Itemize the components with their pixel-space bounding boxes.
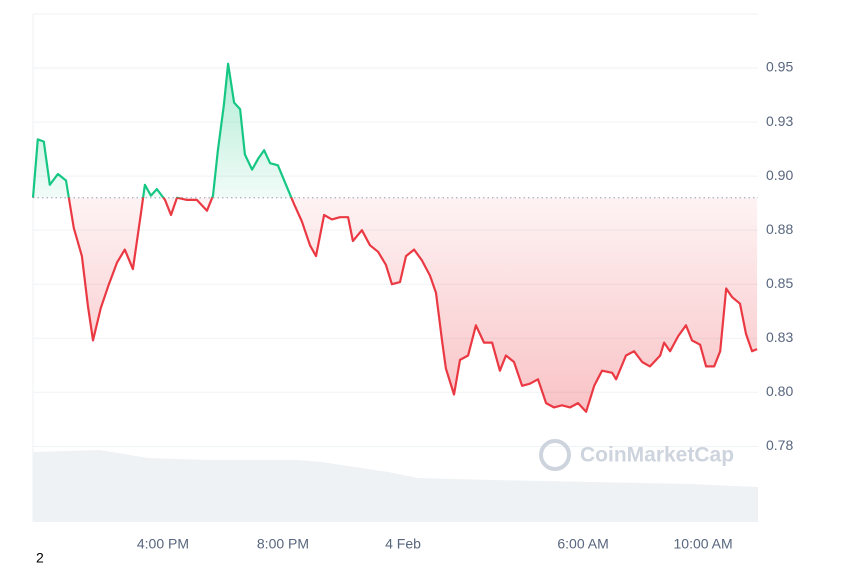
volume-area (33, 450, 758, 522)
watermark: CoinMarketCap (539, 439, 734, 471)
watermark-text: CoinMarketCap (580, 444, 734, 467)
change-area (33, 63, 758, 412)
footer-text: 2 (36, 550, 44, 566)
y-tick-label: 0.83 (766, 329, 793, 345)
y-tick-label: 0.95 (766, 59, 793, 75)
x-tick-label: 8:00 PM (257, 536, 309, 552)
y-tick-label: 0.85 (766, 275, 793, 291)
watermark-logo (539, 439, 571, 471)
x-tick-label: 4 Feb (385, 536, 421, 552)
y-tick-label: 0.80 (766, 383, 793, 399)
x-tick-label: 10:00 AM (674, 536, 733, 552)
x-tick-label: 4:00 PM (137, 536, 189, 552)
price-line (31, 62, 758, 413)
y-tick-label: 0.90 (766, 167, 793, 183)
y-tick-label: 0.88 (766, 221, 793, 237)
x-tick-label: 6:00 AM (557, 536, 608, 552)
y-tick-label: 0.78 (766, 437, 793, 453)
y-tick-label: 0.93 (766, 113, 793, 129)
plot-layer: 0.78 0.80 0.83 0.85 0.88 0.90 0.93 0.95 4:00 PM 8… (31, 59, 793, 552)
